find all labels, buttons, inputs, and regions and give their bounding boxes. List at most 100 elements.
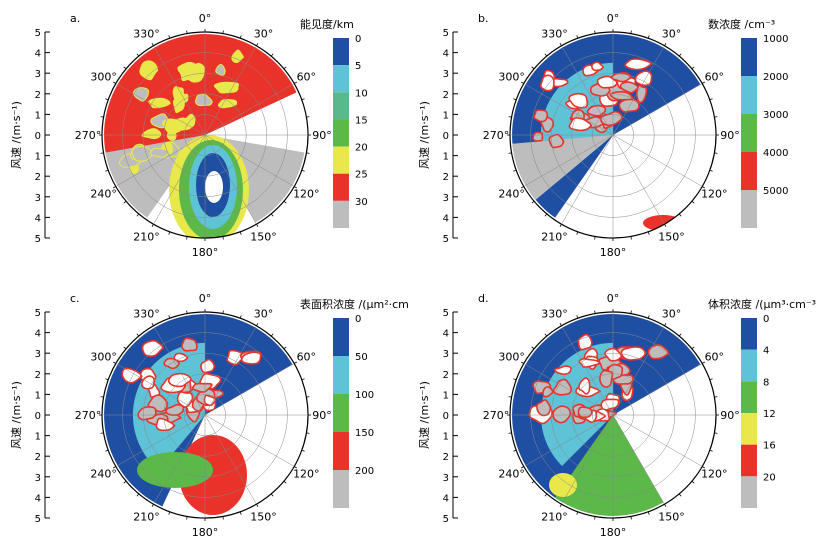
- y-axis-label: 风速 /(m·s⁻¹): [418, 101, 431, 169]
- region-blob: [533, 109, 549, 123]
- panel-label: c.: [70, 292, 80, 305]
- grid-spoke: [204, 134, 257, 225]
- region-blob: [590, 61, 605, 72]
- grid-spoke: [523, 83, 614, 136]
- angle-label: 120°: [293, 188, 320, 201]
- angle-tick: [709, 378, 713, 381]
- region-blob: [177, 61, 198, 82]
- region-blob: [577, 406, 593, 419]
- colorbar-tick-label: 5: [355, 61, 361, 72]
- colorbar-title: 能见度/km: [300, 17, 354, 31]
- colorbar-tick-label: 8: [763, 377, 769, 388]
- angle-label: 60°: [705, 71, 725, 84]
- region-yellow: [549, 473, 577, 497]
- angle-tick: [691, 66, 695, 70]
- angle-label: 150°: [250, 230, 277, 243]
- angle-label: 0°: [199, 292, 212, 305]
- angle-tick: [256, 504, 259, 507]
- panel-a: 0° 30° 60° 90° 120° 150° 180° 210° 240° 270° 300° 3…: [0, 0, 408, 273]
- angle-label: 240°: [498, 188, 525, 201]
- region-blob: [599, 369, 614, 388]
- region-white: [205, 171, 223, 203]
- grid-spoke: [612, 414, 703, 467]
- colorbar-swatch: [333, 92, 349, 120]
- region-blob: [552, 405, 572, 424]
- colorbar-tick-label: 0: [763, 314, 769, 325]
- region-blob: [548, 133, 565, 149]
- grid-spoke: [204, 363, 295, 416]
- radial-tick-label: 0: [443, 131, 449, 142]
- angle-label: 180°: [600, 526, 627, 539]
- angle-tick: [294, 361, 297, 364]
- radial-tick-label: 1: [443, 110, 449, 121]
- radial-tick-label: 1: [35, 152, 41, 163]
- radial-tick-label: 4: [35, 493, 41, 504]
- angle-tick: [270, 213, 274, 217]
- angle-tick: [691, 480, 695, 484]
- colorbar-tick-label: 20: [763, 472, 776, 483]
- grid-spoke: [523, 363, 614, 416]
- panel-label: a.: [70, 12, 80, 25]
- radial-tick-label: 3: [35, 193, 41, 204]
- angle-tick: [544, 333, 548, 337]
- angle-tick: [301, 449, 305, 452]
- angle-tick: [256, 224, 259, 227]
- radial-tick-label: 2: [443, 90, 449, 101]
- radial-tick-label: 2: [443, 172, 449, 183]
- angle-label: 30°: [662, 28, 682, 41]
- angle-tick: [294, 466, 297, 469]
- radial-tick-label: 5: [35, 308, 41, 319]
- angle-tick: [521, 466, 524, 469]
- region-blob: [539, 74, 555, 92]
- grid-spoke: [612, 45, 665, 136]
- angle-tick: [508, 116, 512, 118]
- angle-tick: [714, 432, 718, 434]
- radial-tick-label: 4: [35, 329, 41, 340]
- angle-tick: [270, 493, 274, 497]
- panel-label: d.: [478, 292, 488, 305]
- region-blob: [194, 93, 213, 107]
- angle-tick: [283, 66, 287, 70]
- angle-tick: [306, 116, 310, 118]
- radial-tick-label: 1: [35, 390, 41, 401]
- radial-tick-label: 0: [35, 131, 41, 142]
- angle-tick: [714, 396, 718, 398]
- colorbar-swatch: [333, 470, 349, 508]
- angle-tick: [678, 493, 682, 497]
- radial-tick-label: 3: [35, 349, 41, 360]
- radial-tick-label: 4: [443, 49, 449, 60]
- colorbar-swatch: [333, 200, 349, 228]
- region-blob: [141, 128, 162, 140]
- region-blob: [568, 92, 589, 109]
- angle-tick: [647, 35, 650, 39]
- angle-tick: [256, 323, 259, 326]
- colorbar-swatch: [741, 381, 757, 413]
- grid-spoke: [204, 45, 257, 136]
- colorbar-swatch: [333, 65, 349, 93]
- region-blob: [577, 333, 593, 351]
- angle-tick: [222, 30, 224, 34]
- colorbar-swatch: [741, 38, 757, 76]
- colorbar-swatch: [333, 38, 349, 66]
- angle-tick: [256, 43, 259, 46]
- angle-tick: [113, 466, 116, 469]
- colorbar-tick-label: 20: [355, 143, 368, 154]
- grid-spoke: [153, 325, 206, 416]
- angle-label: 180°: [192, 526, 219, 539]
- angle-tick: [630, 516, 632, 520]
- angle-tick: [513, 378, 517, 381]
- angle-label: 0°: [607, 12, 620, 25]
- panel-d: 0° 30° 60° 90° 120° 150° 180° 210° 240° 270° 300° 3…: [408, 280, 816, 553]
- grid-spoke: [115, 134, 206, 187]
- radial-tick-label: 2: [443, 370, 449, 381]
- radial-tick-label: 4: [443, 329, 449, 340]
- y-axis-label: 风速 /(m·s⁻¹): [10, 381, 23, 449]
- grid-spoke: [115, 83, 206, 136]
- region-blob: [647, 344, 670, 360]
- angle-tick: [136, 213, 140, 217]
- angle-label: 180°: [600, 246, 627, 259]
- radial-tick-label: 3: [35, 473, 41, 484]
- angle-tick: [113, 361, 116, 364]
- region-blob: [553, 365, 572, 375]
- angle-tick: [113, 186, 116, 189]
